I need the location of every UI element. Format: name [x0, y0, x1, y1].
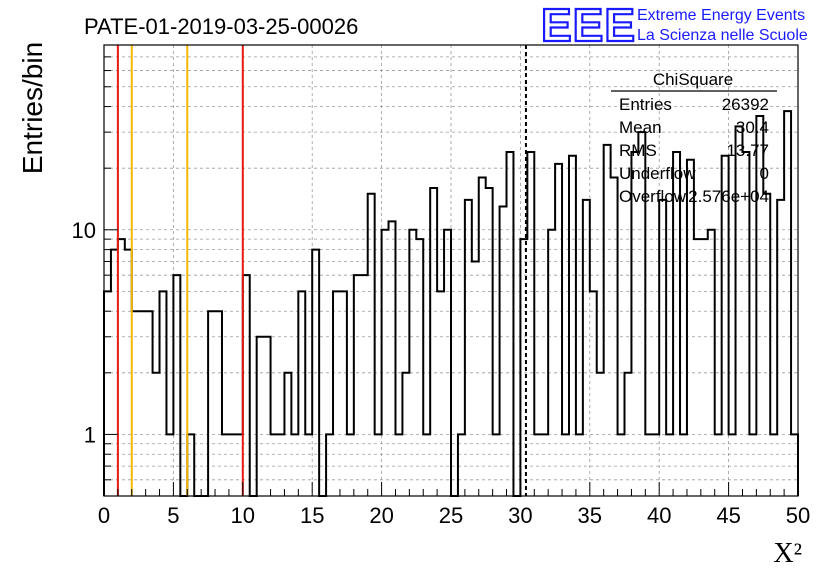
x-tick-label: 35 [578, 503, 602, 528]
stats-label-underflow: Underflow [619, 164, 696, 183]
x-axis-title: X² [773, 538, 802, 569]
chart-title: PATE-01-2019-03-25-00026 [84, 14, 358, 39]
x-tick-label: 45 [716, 503, 740, 528]
x-tick-label: 50 [786, 503, 810, 528]
logo-line-2: La Scienza nelle Scuole [637, 27, 808, 44]
stats-label-mean: Mean [619, 118, 662, 137]
x-tick-label: 0 [98, 503, 110, 528]
eee-logo: EEE Extreme Energy Events La Scienza nel… [540, 0, 808, 52]
x-tick-label: 5 [167, 503, 179, 528]
stats-value-mean: 30.4 [736, 118, 769, 137]
marker-lines [116, 45, 527, 496]
x-tick-label: 20 [369, 503, 393, 528]
x-tick-label: 30 [508, 503, 532, 528]
stats-value-underflow: 0 [760, 164, 769, 183]
stats-value-entries: 26392 [722, 95, 769, 114]
y-tick-label: 1 [84, 422, 96, 447]
logo-line-1: Extreme Energy Events [637, 7, 805, 24]
x-tick-label: 10 [231, 503, 255, 528]
x-tick-labels: 0 5 10 15 20 25 30 35 40 45 50 [98, 503, 810, 528]
histogram-outline [103, 110, 799, 497]
stats-title: ChiSquare [653, 70, 733, 89]
stats-label-entries: Entries [619, 95, 672, 114]
axis-ticks [103, 44, 799, 497]
x-tick-label: 40 [647, 503, 671, 528]
stats-value-rms: 13.77 [726, 141, 769, 160]
logo-mark: EEE [541, 0, 636, 51]
histogram-bars [103, 110, 799, 497]
y-axis-title: Entries/bin [17, 42, 48, 174]
stats-label-overflow: Overflow [619, 187, 687, 206]
x-tick-label: 25 [439, 503, 463, 528]
stats-value-overflow: 2.576e+04 [688, 187, 769, 206]
stats-label-rms: RMS [619, 141, 657, 160]
y-tick-label: 10 [72, 218, 96, 243]
stats-box: ChiSquare Entries 26392 Mean 30.4 RMS 13… [611, 70, 777, 206]
y-tick-labels: 1 10 [72, 218, 96, 448]
x-tick-label: 15 [300, 503, 324, 528]
